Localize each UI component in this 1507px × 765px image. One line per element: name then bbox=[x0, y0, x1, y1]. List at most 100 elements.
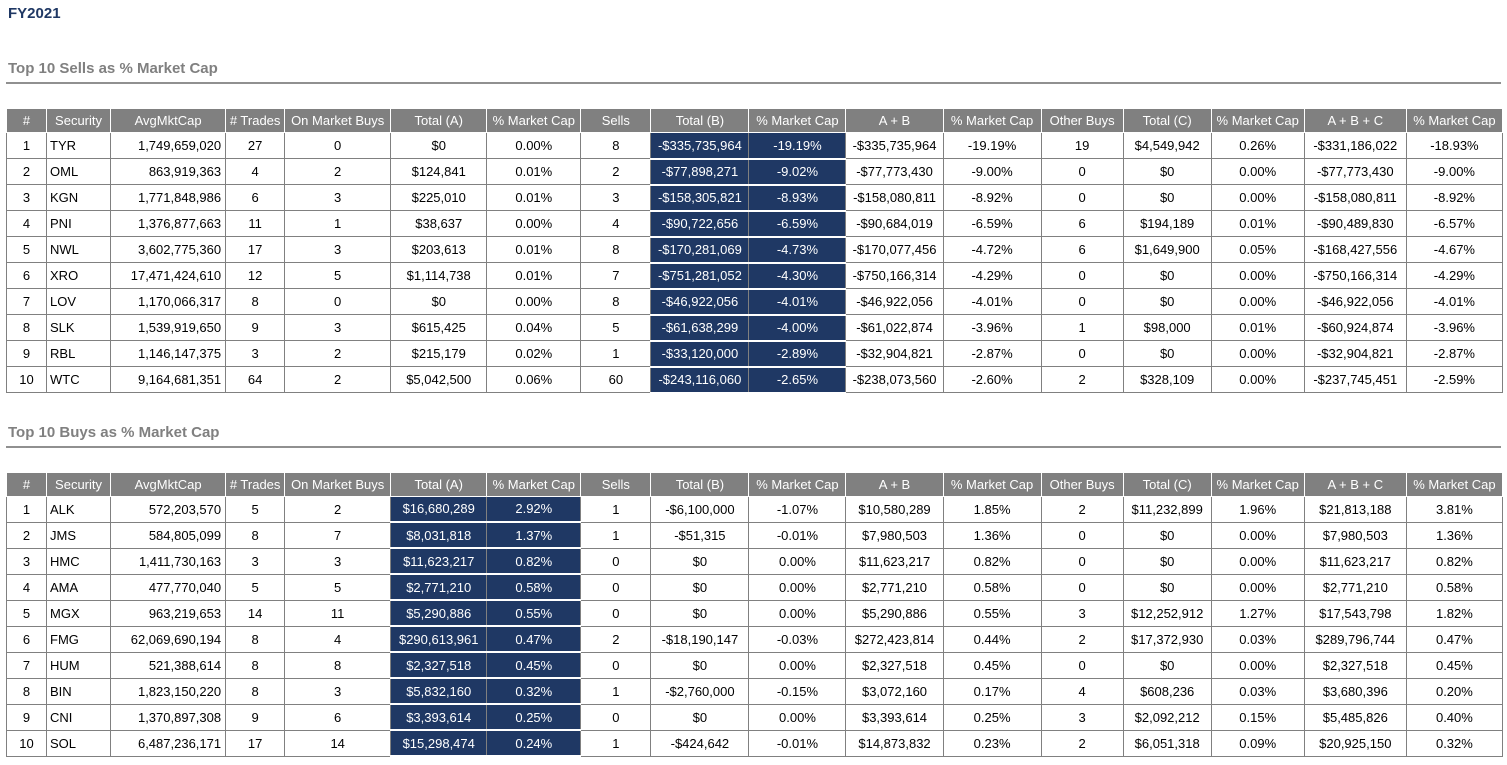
cell: 2.92% bbox=[486, 495, 582, 523]
cell: -19.19% bbox=[748, 132, 847, 160]
cell: 4 bbox=[580, 210, 652, 237]
cell: PNI bbox=[46, 210, 112, 237]
cell: 2 bbox=[284, 340, 392, 367]
cell: 0.55% bbox=[486, 599, 582, 627]
cell: 0 bbox=[1040, 651, 1124, 679]
cell: 6 bbox=[5, 625, 48, 653]
cell: -$158,080,811 bbox=[1303, 184, 1407, 211]
column-header: # Trades bbox=[225, 108, 286, 133]
cell: 0.20% bbox=[1405, 677, 1504, 705]
cell: $608,236 bbox=[1122, 677, 1212, 705]
cell: 5 bbox=[284, 573, 392, 601]
cell: 0.00% bbox=[1210, 366, 1305, 393]
cell: ALK bbox=[46, 495, 112, 523]
cell: 0.04% bbox=[486, 314, 582, 341]
cell: 14 bbox=[284, 729, 392, 757]
cell: 0 bbox=[580, 703, 652, 731]
cell: 0 bbox=[1040, 573, 1124, 601]
cell: -8.92% bbox=[1405, 184, 1504, 211]
cell: 3 bbox=[1040, 703, 1124, 731]
cell: 6 bbox=[1040, 236, 1124, 263]
table-row: 6 XRO 17,471,424,610 12 5 $1,114,738 0.01% 7 -$7… bbox=[5, 261, 1504, 290]
cell: 1,539,919,650 bbox=[110, 314, 227, 341]
cell: $2,327,518 bbox=[845, 651, 944, 679]
table-row: 4 AMA 477,770,040 5 5 $2,771,210 0.58% 0 $0 0.00%… bbox=[5, 573, 1504, 601]
cell: 3 bbox=[284, 184, 392, 211]
cell: -$170,077,456 bbox=[845, 236, 944, 263]
cell: 3 bbox=[5, 184, 48, 211]
cell: 1 bbox=[580, 521, 652, 549]
cell: $1,649,900 bbox=[1122, 236, 1212, 263]
column-header: A + B bbox=[845, 108, 944, 133]
cell: $2,327,518 bbox=[1303, 651, 1407, 679]
cell: 7 bbox=[284, 521, 392, 549]
cell: 8 bbox=[580, 132, 652, 159]
cell: 0.82% bbox=[486, 547, 582, 575]
cell: 0.00% bbox=[486, 210, 582, 237]
cell: -2.87% bbox=[942, 340, 1042, 367]
column-header: # Trades bbox=[225, 471, 286, 497]
cell: 14 bbox=[225, 599, 286, 627]
cell: -$750,166,314 bbox=[1303, 262, 1407, 289]
cell: 3 bbox=[225, 547, 286, 575]
cell: 7 bbox=[5, 288, 48, 315]
column-header: % Market Cap bbox=[1405, 471, 1504, 497]
cell: 8 bbox=[580, 236, 652, 263]
cell: 8 bbox=[225, 521, 286, 549]
cell: 9 bbox=[225, 703, 286, 731]
table-row: 3 KGN 1,771,848,986 6 3 $225,010 0.01% 3 -$158,3… bbox=[5, 183, 1504, 212]
column-header: # bbox=[5, 108, 48, 133]
cell: 963,219,653 bbox=[110, 599, 227, 627]
cell: 0.00% bbox=[748, 573, 847, 601]
cell: 1,823,150,220 bbox=[110, 677, 227, 705]
cell: 0.58% bbox=[942, 573, 1042, 601]
cell: $0 bbox=[1122, 651, 1212, 679]
cell: 0 bbox=[1040, 262, 1124, 289]
cell: 9 bbox=[5, 703, 48, 731]
cell: -$18,190,147 bbox=[650, 625, 750, 653]
table-row: 4 PNI 1,376,877,663 11 1 $38,637 0.00% 4 -$90,72… bbox=[5, 209, 1504, 238]
cell: 19 bbox=[1040, 132, 1124, 159]
cell: -$168,427,556 bbox=[1303, 236, 1407, 263]
cell: $0 bbox=[1122, 547, 1212, 575]
cell: -$750,166,314 bbox=[845, 262, 944, 289]
cell: $5,832,160 bbox=[390, 677, 488, 705]
cell: 1.36% bbox=[1405, 521, 1504, 549]
column-header: On Market Buys bbox=[284, 108, 392, 133]
cell: 0.00% bbox=[748, 599, 847, 627]
cell: -$243,116,060 bbox=[650, 365, 750, 394]
cell: -4.29% bbox=[1405, 262, 1504, 289]
column-header: % Market Cap bbox=[748, 471, 847, 497]
cell: -$158,305,821 bbox=[650, 183, 750, 212]
column-header: Total (A) bbox=[390, 471, 488, 497]
cell: 7 bbox=[5, 651, 48, 679]
cell: 1 bbox=[1040, 314, 1124, 341]
cell: -$77,773,430 bbox=[1303, 158, 1407, 185]
cell: -8.92% bbox=[942, 184, 1042, 211]
cell: 8 bbox=[225, 625, 286, 653]
cell: 8 bbox=[580, 288, 652, 315]
cell: 0 bbox=[1040, 184, 1124, 211]
cell: BIN bbox=[46, 677, 112, 705]
cell: $2,092,212 bbox=[1122, 703, 1212, 731]
cell: 0.00% bbox=[748, 547, 847, 575]
header-row: # Security AvgMktCap # Trades On Market Buys… bbox=[5, 108, 1504, 133]
cell: $203,613 bbox=[390, 236, 488, 263]
column-header: A + B + C bbox=[1303, 108, 1407, 133]
cell: $8,031,818 bbox=[390, 521, 488, 549]
cell: 1.27% bbox=[1210, 599, 1305, 627]
cell: 0.82% bbox=[942, 547, 1042, 575]
cell: 62,069,690,194 bbox=[110, 625, 227, 653]
cell: JMS bbox=[46, 521, 112, 549]
cell: -$90,489,830 bbox=[1303, 210, 1407, 237]
cell: -$90,722,656 bbox=[650, 209, 750, 238]
cell: 1 bbox=[5, 495, 48, 523]
column-header: Total (B) bbox=[650, 108, 750, 133]
column-header: Sells bbox=[580, 108, 652, 133]
cell: 1.36% bbox=[942, 521, 1042, 549]
cell: 1,170,066,317 bbox=[110, 288, 227, 315]
cell: 2 bbox=[1040, 495, 1124, 523]
cell: $2,771,210 bbox=[1303, 573, 1407, 601]
cell: 2 bbox=[5, 158, 48, 185]
cell: $2,771,210 bbox=[845, 573, 944, 601]
